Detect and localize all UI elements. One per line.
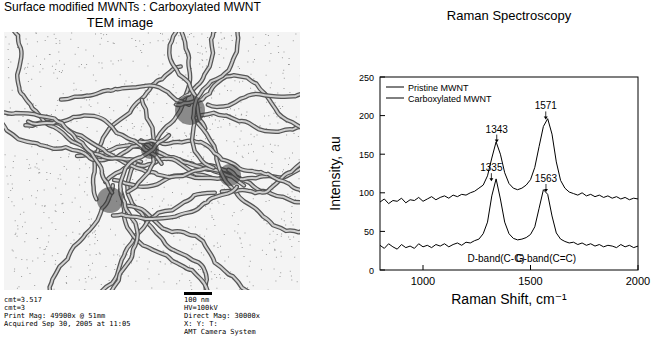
nanotube-wall: [208, 32, 300, 107]
y-tick-label: 100: [359, 188, 374, 198]
image-caption: Print Mag: 49900x @ 51mm: [4, 312, 105, 320]
nanotube-core: [61, 85, 189, 104]
nanotube-core: [4, 74, 112, 193]
annotation: 1335: [480, 162, 503, 173]
y-tick: [380, 115, 385, 116]
y-tick-label: 250: [359, 73, 374, 83]
annotation-arrowhead: [544, 116, 548, 119]
chart-title: Raman Spectroscopy: [447, 8, 572, 23]
y-tick: [380, 154, 385, 155]
legend-label: Pristine MWNT: [408, 83, 469, 93]
nanotube-core: [169, 32, 215, 129]
image-title: TEM image: [87, 15, 153, 30]
header-title: Surface modified MWNTs : Carboxylated MW…: [4, 0, 261, 14]
nanotube-wall: [169, 32, 215, 129]
x-tick-label: 1500: [518, 275, 542, 287]
nanotube-wall: [140, 140, 300, 195]
nanotube-wall: [192, 32, 254, 168]
figure: Surface modified MWNTs : Carboxylated MW…: [0, 0, 658, 347]
y-tick: [380, 270, 385, 271]
nanotube-core: [113, 187, 237, 219]
nanotube-core: [208, 32, 300, 107]
tem-image: [4, 32, 300, 290]
nanotube-cluster: [219, 164, 241, 186]
y-tick-label: 150: [359, 150, 374, 160]
legend-label: Carboxylated MWNT: [408, 94, 492, 104]
x-tick: [530, 265, 531, 270]
spectrum-line: [380, 179, 638, 249]
y-tick: [380, 231, 385, 232]
image-caption: HV=100kV: [184, 304, 219, 312]
x-tick: [638, 265, 639, 270]
nanotube-wall: [198, 123, 301, 234]
nanotube-wall: [113, 187, 237, 219]
y-tick: [380, 77, 385, 78]
image-caption: Acquired Sep 30, 2005 at 11:05: [4, 320, 130, 328]
annotation: 1343: [486, 124, 509, 135]
x-tick-label: 1000: [411, 275, 435, 287]
y-tick: [380, 192, 385, 193]
nanotube-cluster: [97, 187, 123, 213]
spectrum-line: [380, 119, 638, 204]
nanotube-core: [198, 123, 301, 234]
legend: Pristine MWNTCarboxylated MWNT: [386, 83, 492, 104]
annotation-arrowhead: [489, 178, 493, 181]
nanotube-cluster: [141, 141, 159, 159]
nanotube-core: [140, 140, 300, 195]
y-tick-label: 0: [369, 266, 374, 276]
nanotube-cluster: [175, 95, 205, 125]
x-tick-label: 2000: [626, 275, 650, 287]
annotation: G-band(C=C): [516, 253, 576, 264]
legend-swatch: [386, 87, 404, 88]
y-axis-label: Intensity, au: [327, 136, 343, 210]
x-axis-label: Raman Shift, cm⁻¹: [451, 291, 567, 307]
y-tick-label: 200: [359, 111, 374, 121]
nanotube-wall: [61, 85, 189, 104]
legend-swatch: [386, 98, 404, 99]
image-caption: Direct Mag: 30000x: [184, 312, 260, 320]
image-caption: cmt=3: [4, 304, 25, 312]
scale-bar-label: 100 nm: [184, 296, 209, 304]
annotation-arrowhead: [544, 189, 548, 192]
annotation: 1563: [535, 173, 558, 184]
nanotube-core: [4, 95, 143, 160]
y-tick-label: 50: [364, 227, 374, 237]
annotation: 1571: [535, 100, 558, 111]
nanotube-wall: [4, 95, 143, 160]
scale-bar: [184, 292, 212, 295]
nanotube-wall: [4, 74, 112, 193]
annotation-arrowhead: [495, 140, 499, 143]
image-caption: cmt=3.517: [4, 296, 42, 304]
nanotube-core: [192, 32, 254, 168]
plot-frame: [380, 77, 638, 270]
image-caption: X: Y: T:: [184, 320, 218, 328]
image-caption: AMT Camera System: [184, 328, 256, 336]
plot-area: [380, 119, 638, 249]
axes: 1000 1500 2000 0 50 100 150 200 250: [359, 73, 650, 288]
x-tick: [423, 265, 424, 270]
